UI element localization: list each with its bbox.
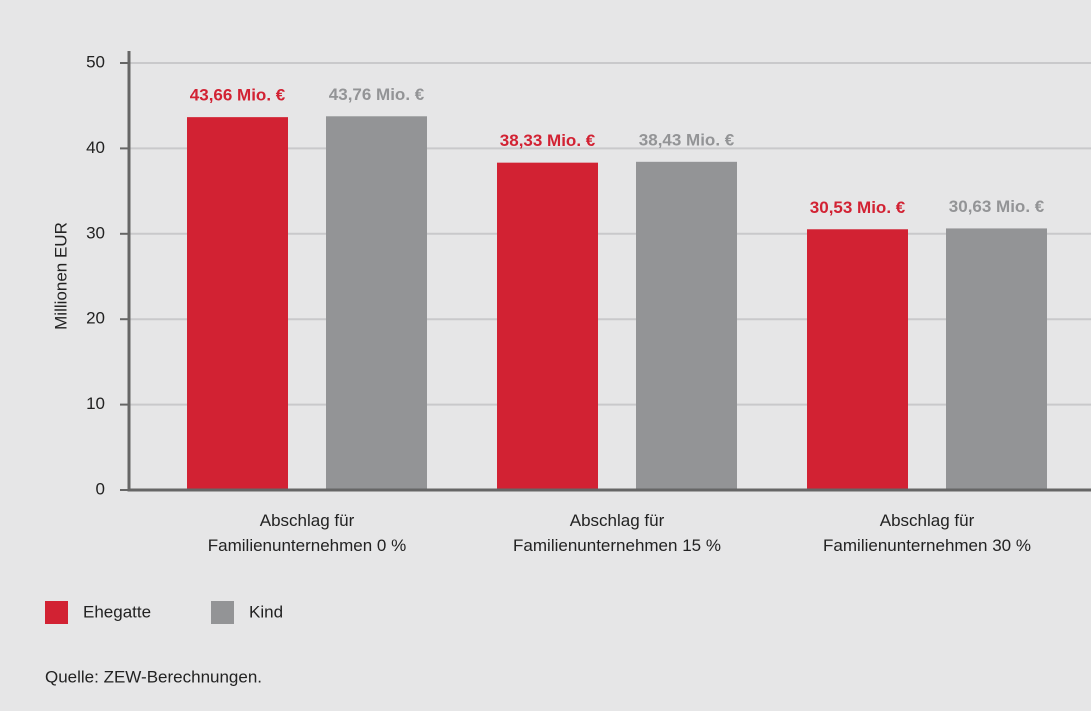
data-label: 30,53 Mio. € (810, 198, 906, 217)
bar (636, 161, 737, 490)
y-axis-label: Millionen EUR (51, 222, 70, 330)
data-label: 38,43 Mio. € (639, 130, 735, 149)
bar (497, 162, 598, 490)
y-tick-label: 30 (86, 223, 105, 242)
legend-label: Kind (249, 602, 283, 621)
x-tick-label: Abschlag für Familienunternehmen 30 % (823, 511, 1031, 555)
y-tick-label: 10 (86, 394, 105, 413)
y-tick-label: 0 (96, 479, 105, 498)
legend-swatch (45, 601, 68, 624)
data-label: 43,76 Mio. € (329, 85, 425, 104)
bar (807, 229, 908, 490)
data-label: 38,33 Mio. € (500, 131, 596, 150)
y-tick-label: 40 (86, 138, 105, 157)
x-tick-label: Abschlag für Familienunternehmen 0 % (207, 511, 407, 555)
data-label: 43,66 Mio. € (190, 86, 286, 105)
y-tick-label: 50 (86, 52, 105, 71)
bar (187, 117, 288, 490)
bar (946, 228, 1047, 490)
data-label: 30,63 Mio. € (949, 197, 1045, 216)
y-tick-label: 20 (86, 309, 105, 328)
x-tick-label: Abschlag für Familienunternehmen 15 % (513, 511, 721, 555)
source: Quelle: ZEW-Berechnungen. (45, 667, 262, 686)
legend-swatch (211, 601, 234, 624)
bar (326, 116, 427, 490)
legend-label: Ehegatte (83, 602, 151, 621)
